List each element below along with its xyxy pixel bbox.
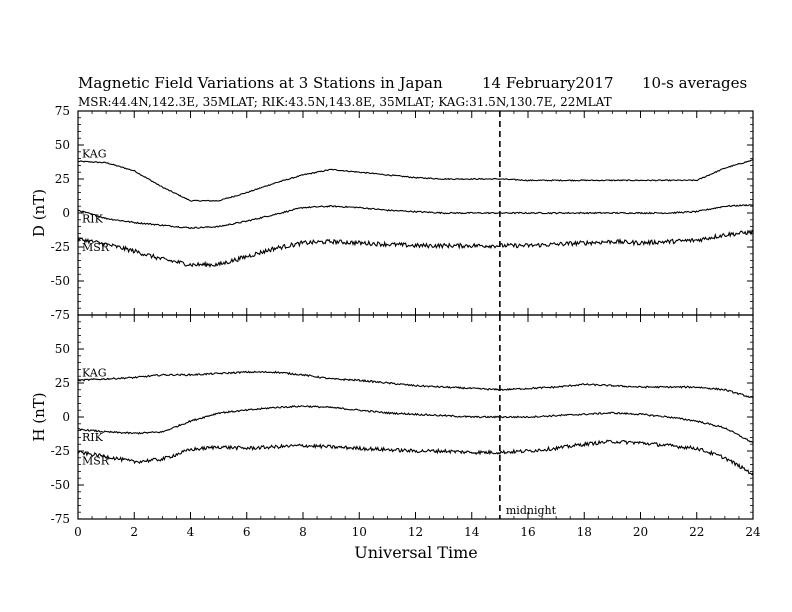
x-tick-label: 20 xyxy=(633,525,648,539)
y-tick-label: 0 xyxy=(62,206,70,220)
y-tick-label: 50 xyxy=(55,342,70,356)
station-coordinates: MSR:44.4N,142.3E, 35MLAT; RIK:43.5N,143.… xyxy=(78,95,612,109)
y-tick-label: 25 xyxy=(55,172,70,186)
y-tick-label: -25 xyxy=(51,444,70,458)
chart-date: 14 February2017 xyxy=(482,74,614,92)
x-tick-label: 18 xyxy=(577,525,592,539)
series-label-msr: MSR xyxy=(82,241,110,254)
x-tick-label: 14 xyxy=(464,525,480,539)
x-tick-label: 12 xyxy=(408,525,423,539)
series-label-rik: RIK xyxy=(82,431,104,444)
x-tick-label: 4 xyxy=(187,525,195,539)
series-label-kag: KAG xyxy=(82,366,107,379)
y-axis-label: D (nT) xyxy=(30,189,48,237)
x-tick-label: 16 xyxy=(520,525,535,539)
series-line-msr xyxy=(77,229,754,268)
y-tick-label: 50 xyxy=(55,138,70,152)
plot-frame xyxy=(77,314,754,520)
y-tick-label: 25 xyxy=(55,376,70,390)
y-tick-label: 75 xyxy=(55,104,70,118)
y-tick-label: -50 xyxy=(51,478,70,492)
x-tick-label: 10 xyxy=(352,525,367,539)
y-tick-label: -25 xyxy=(51,240,70,254)
series-line-rik xyxy=(77,203,754,230)
x-tick-label: 8 xyxy=(299,525,307,539)
series-label-msr: MSR xyxy=(82,454,110,467)
x-tick-label: 0 xyxy=(74,525,82,539)
series-label-rik: RIK xyxy=(82,212,104,225)
series-line-msr xyxy=(77,439,754,476)
x-tick-label: 22 xyxy=(689,525,704,539)
x-tick-label: 6 xyxy=(243,525,251,539)
x-tick-label: 2 xyxy=(130,525,138,539)
y-tick-label: 0 xyxy=(62,410,70,424)
midnight-label: midnight xyxy=(506,504,557,517)
series-line-kag xyxy=(77,370,754,399)
series-line-rik xyxy=(77,405,754,444)
y-tick-label: -75 xyxy=(51,308,70,322)
chart-averaging: 10-s averages xyxy=(642,74,747,92)
x-tick-label: 24 xyxy=(745,525,761,539)
x-axis-label: Universal Time xyxy=(354,543,477,562)
y-axis-label: H (nT) xyxy=(30,392,48,441)
y-tick-label: -75 xyxy=(51,512,70,526)
series-line-kag xyxy=(77,159,754,202)
d-component-panel: -75 -50 -25 0 25 50 75 D (nT) KAG RIK MSR xyxy=(30,104,754,322)
chart-title: Magnetic Field Variations at 3 Stations … xyxy=(78,74,443,92)
series-label-kag: KAG xyxy=(82,147,107,160)
y-tick-label: -50 xyxy=(51,274,70,288)
